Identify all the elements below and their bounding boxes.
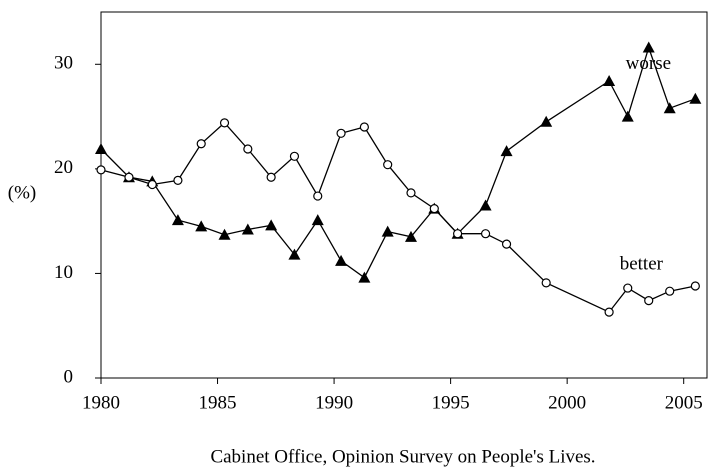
- marker: [540, 115, 553, 127]
- marker: [665, 286, 675, 296]
- marker: [336, 128, 346, 138]
- series-line: [100, 45, 696, 279]
- marker: [195, 220, 208, 232]
- marker: [644, 296, 654, 306]
- marker: [171, 214, 184, 226]
- marker: [603, 75, 616, 87]
- y-axis-label: (%): [8, 182, 36, 203]
- marker: [266, 172, 276, 182]
- marker: [623, 283, 633, 293]
- marker: [453, 229, 463, 239]
- marker: [313, 191, 323, 201]
- y-tick-label: 20: [54, 157, 73, 178]
- marker: [604, 307, 614, 317]
- marker: [406, 188, 416, 198]
- marker: [124, 172, 134, 182]
- marker: [690, 281, 700, 291]
- marker: [500, 145, 513, 157]
- marker: [173, 175, 183, 185]
- marker: [359, 122, 369, 132]
- plot-frame: [100, 11, 708, 379]
- marker: [663, 102, 676, 114]
- marker: [404, 230, 417, 242]
- marker: [358, 271, 371, 283]
- marker: [621, 110, 634, 122]
- marker: [147, 179, 157, 190]
- marker: [335, 254, 348, 266]
- marker: [480, 229, 491, 239]
- x-tick-label: 2000: [548, 392, 586, 413]
- y-tick-label: 10: [54, 262, 73, 283]
- marker: [196, 139, 206, 149]
- series-line: [100, 121, 696, 313]
- x-tick-label: 1995: [432, 392, 470, 413]
- y-tick-label: 30: [54, 53, 73, 74]
- marker: [381, 225, 394, 237]
- marker: [501, 239, 512, 249]
- marker: [642, 41, 655, 53]
- marker: [218, 228, 231, 240]
- series-label: better: [620, 253, 664, 274]
- marker: [541, 278, 551, 288]
- marker: [429, 203, 439, 214]
- marker: [241, 223, 254, 235]
- x-tick-label: 1990: [315, 392, 353, 413]
- source-note: Cabinet Office, Opinion Survey on People…: [210, 446, 595, 467]
- marker: [689, 92, 702, 104]
- marker: [243, 144, 253, 154]
- x-tick-label: 1980: [82, 392, 120, 413]
- marker: [265, 219, 278, 231]
- marker: [96, 165, 106, 175]
- marker: [311, 214, 324, 226]
- marker: [289, 151, 300, 161]
- marker: [479, 199, 492, 211]
- y-tick-label: 0: [64, 366, 74, 387]
- marker: [288, 248, 301, 260]
- marker: [219, 118, 230, 128]
- x-tick-label: 2005: [665, 392, 703, 413]
- x-tick-label: 1985: [199, 392, 237, 413]
- marker: [95, 142, 107, 154]
- series-label: worse: [626, 53, 671, 74]
- marker: [383, 160, 393, 170]
